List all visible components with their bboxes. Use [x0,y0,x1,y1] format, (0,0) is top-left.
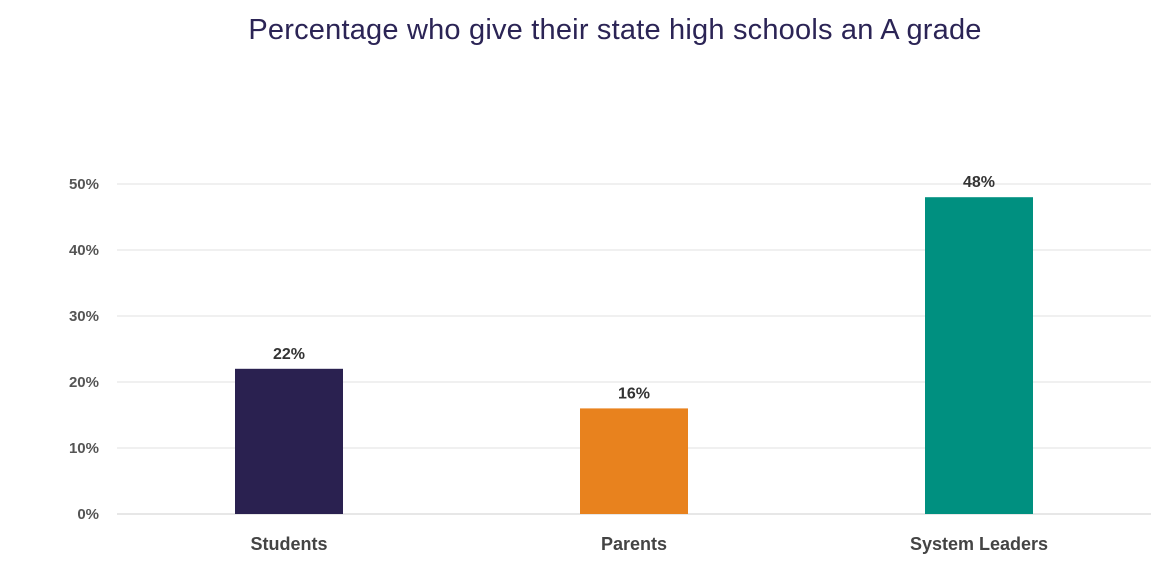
bar-parents [580,408,688,514]
y-tick-label: 10% [69,440,99,457]
y-axis-ticks: 0% 10% 20% 30% 40% 50% [69,176,99,523]
data-label: 16% [618,385,650,402]
x-axis-categories: Students Parents System Leaders [250,534,1048,554]
y-tick-label: 30% [69,308,99,325]
data-label: 22% [273,346,305,363]
x-category-label: System Leaders [910,534,1048,554]
data-label: 48% [963,174,995,191]
y-tick-label: 50% [69,176,99,193]
x-category-label: Parents [601,534,667,554]
bar-system-leaders [925,197,1033,514]
y-tick-label: 0% [77,506,99,523]
chart-title: Percentage who give their state high sch… [248,14,982,46]
y-tick-label: 20% [69,374,99,391]
y-tick-label: 40% [69,242,99,259]
bar-students [235,368,343,514]
bars: 22% 16% 48% [235,174,1033,514]
x-category-label: Students [250,534,327,554]
